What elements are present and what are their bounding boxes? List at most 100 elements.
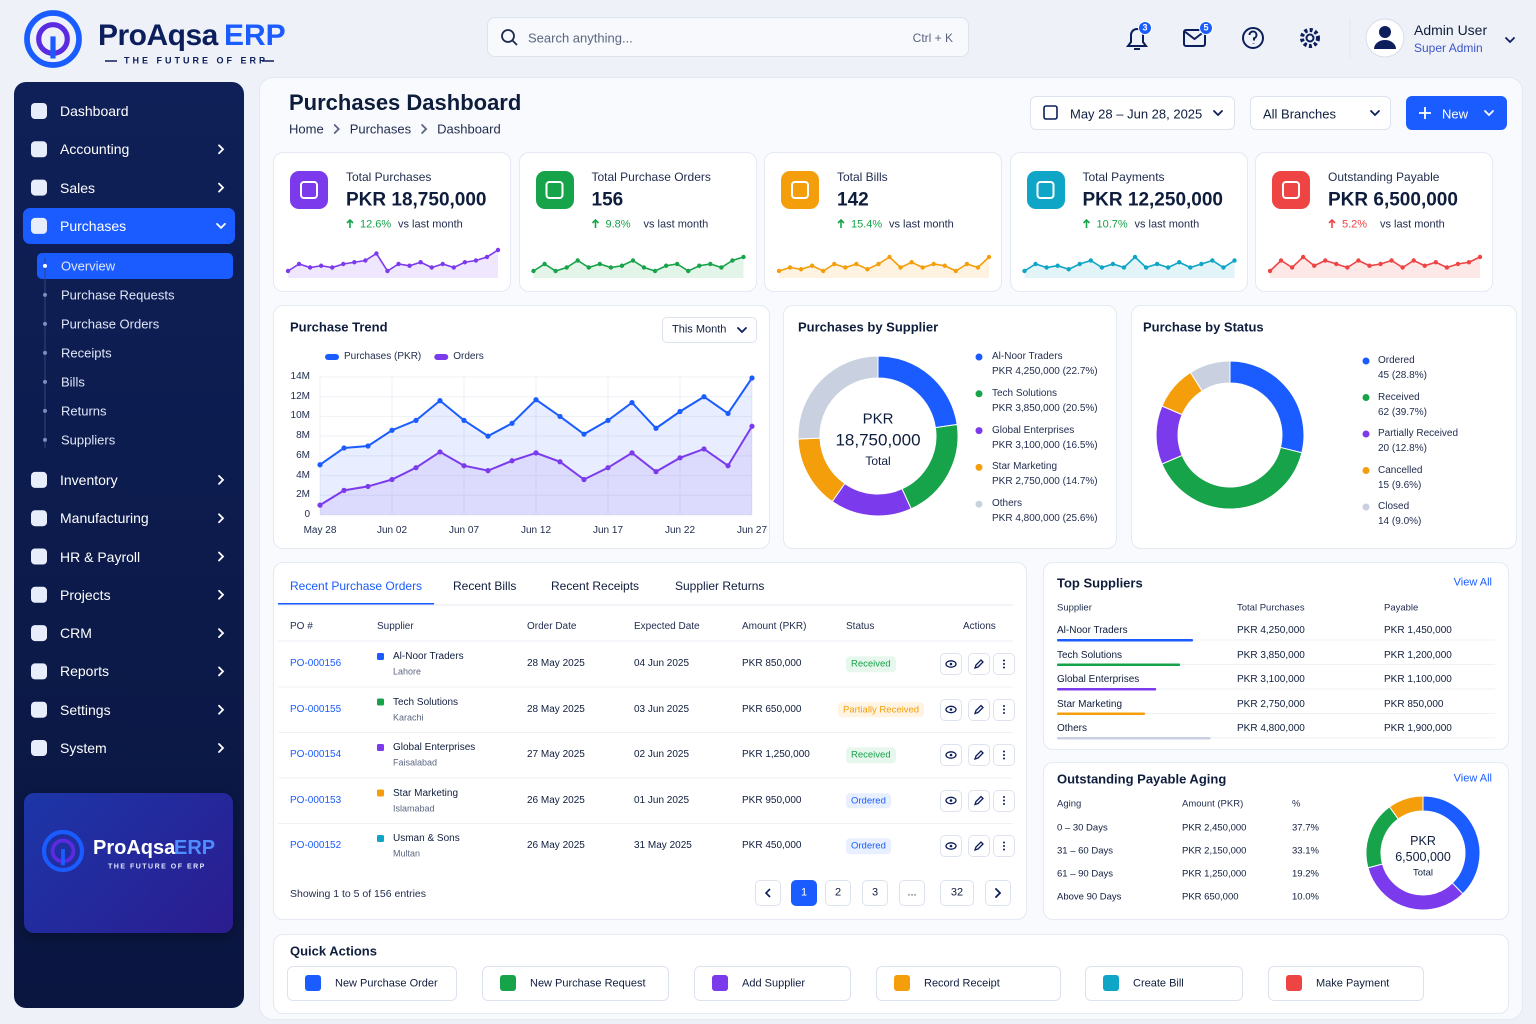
quick-action-label[interactable]: Create Bill [1133,977,1184,990]
submenu-active[interactable] [37,252,233,279]
page-button[interactable] [940,880,974,906]
action-button[interactable] [968,789,990,812]
quick-action-label[interactable]: New Purchase Order [335,977,438,990]
tab[interactable]: Recent Purchase Orders [290,579,423,593]
action-button[interactable] [993,653,1015,675]
supplier-name: Global Enterprises [393,742,476,753]
donut-center: Total [1412,867,1434,879]
sidebar-item[interactable]: Manufacturing [60,510,149,527]
action-button[interactable] [968,653,990,675]
branch-select[interactable] [1250,96,1391,130]
breadcrumb[interactable]: Purchases [349,121,412,137]
po-number[interactable]: PO-000154 [290,749,342,760]
legend-name: Tech Solutions [992,387,1058,399]
action-button[interactable] [940,653,962,675]
page-label[interactable]: ... [907,886,917,899]
sidebar-item[interactable]: Inventory [60,471,118,488]
sidebar-item[interactable]: Projects [60,586,111,603]
sidebar-item[interactable]: Settings [60,701,111,718]
submenu-item[interactable]: Purchase Orders [61,316,160,332]
action-button[interactable] [968,835,990,857]
search-box[interactable] [487,17,969,57]
po-number[interactable]: PO-000152 [290,840,342,851]
sidebar-item[interactable]: Dashboard [60,103,129,119]
trend-title: Purchase Trend [290,319,388,335]
branch: All Branches [1263,106,1336,122]
action-button[interactable] [940,698,962,721]
page-label[interactable]: 32 [950,886,964,899]
column-header: Amount (PKR) [742,621,807,632]
submenu-item[interactable]: Returns [61,403,107,419]
top-suppliers-title: Top Suppliers [1057,575,1143,591]
tab[interactable]: Recent Bills [453,579,517,593]
tab[interactable]: Supplier Returns [675,579,765,593]
sidebar-item[interactable]: HR & Payroll [60,548,141,565]
aging-range: 0 – 30 Days [1057,822,1108,834]
submenu-item[interactable]: Bills [61,374,85,390]
action-button[interactable] [993,698,1015,721]
order-date: 27 May 2025 [527,749,585,760]
sidebar-item[interactable]: Reports [60,663,110,680]
action-button[interactable] [993,744,1015,766]
action-button[interactable] [940,744,962,766]
sidebar-item-active[interactable] [23,207,235,244]
sidebar-item[interactable]: CRM [60,625,92,642]
legend-name: Received [1378,391,1420,403]
sidebar-item[interactable]: Accounting [60,141,130,158]
legend-name: Star Marketing [992,461,1058,473]
date-picker[interactable] [1030,96,1235,130]
quick-action[interactable] [876,966,1061,1001]
column-header: Aging [1057,798,1082,810]
legend-value: 14 (9.0%) [1378,516,1422,527]
page-button[interactable] [899,880,925,906]
aging-range: 31 – 60 Days [1057,845,1113,857]
column-header: Supplier [1057,602,1092,614]
page-prev[interactable] [755,880,781,906]
po-number[interactable]: PO-000156 [290,658,342,669]
aging-amount: PKR 650,000 [1182,891,1239,903]
quick-action-label[interactable]: Add Supplier [742,977,805,990]
page-button[interactable] [791,880,817,906]
page-label[interactable]: 1 [800,886,808,899]
action-button[interactable] [968,744,990,766]
submenu-item[interactable]: Purchase Requests [61,287,175,303]
action-button[interactable] [940,789,962,812]
view-all[interactable]: View All [1453,772,1492,785]
sidebar-item[interactable]: Purchases [60,217,127,234]
x-tick-label: Jun 02 [376,525,408,536]
breadcrumb[interactable]: Home [289,121,324,137]
submenu-item[interactable]: Receipts [61,345,112,361]
legend-name: Al-Noor Traders [992,351,1063,362]
action-button[interactable] [968,698,990,721]
kpi-compare: vs last month [398,218,463,231]
action-button[interactable] [993,835,1015,857]
badge-count: 5 [1203,22,1209,33]
brand-suffix: ERP [224,19,286,52]
po-number[interactable]: PO-000155 [290,703,342,715]
po-number[interactable]: PO-000153 [290,794,342,806]
submenu-item[interactable]: Overview [61,258,116,274]
submenu-item[interactable]: Suppliers [61,432,116,448]
action-button[interactable] [993,789,1015,812]
order-date: 26 May 2025 [527,794,585,806]
supplier-title: Purchases by Supplier [798,319,939,335]
sidebar-item[interactable]: System [60,740,107,756]
view-all[interactable]: View All [1453,576,1492,589]
supplier-total: PKR 4,800,000 [1237,723,1305,734]
page-label[interactable]: 3 [871,886,879,899]
status-badge: Ordered [846,838,891,854]
page-next[interactable] [985,880,1011,906]
page-button[interactable] [825,880,851,906]
quick-action-label[interactable]: Record Receipt [924,977,1000,990]
page-label[interactable]: 2 [834,886,842,899]
tab[interactable]: Recent Receipts [551,579,640,593]
supplier-total: PKR 4,250,000 [1237,625,1305,636]
kpi-change: 9.8% [605,218,631,231]
page-button[interactable] [862,880,888,906]
quick-action-label[interactable]: Make Payment [1316,977,1390,990]
avatar-body [1374,40,1396,49]
sidebar-item[interactable]: Sales [60,179,96,196]
action-button[interactable] [940,835,962,857]
trend-period: This Month [672,323,727,336]
quick-action-label[interactable]: New Purchase Request [530,977,646,990]
